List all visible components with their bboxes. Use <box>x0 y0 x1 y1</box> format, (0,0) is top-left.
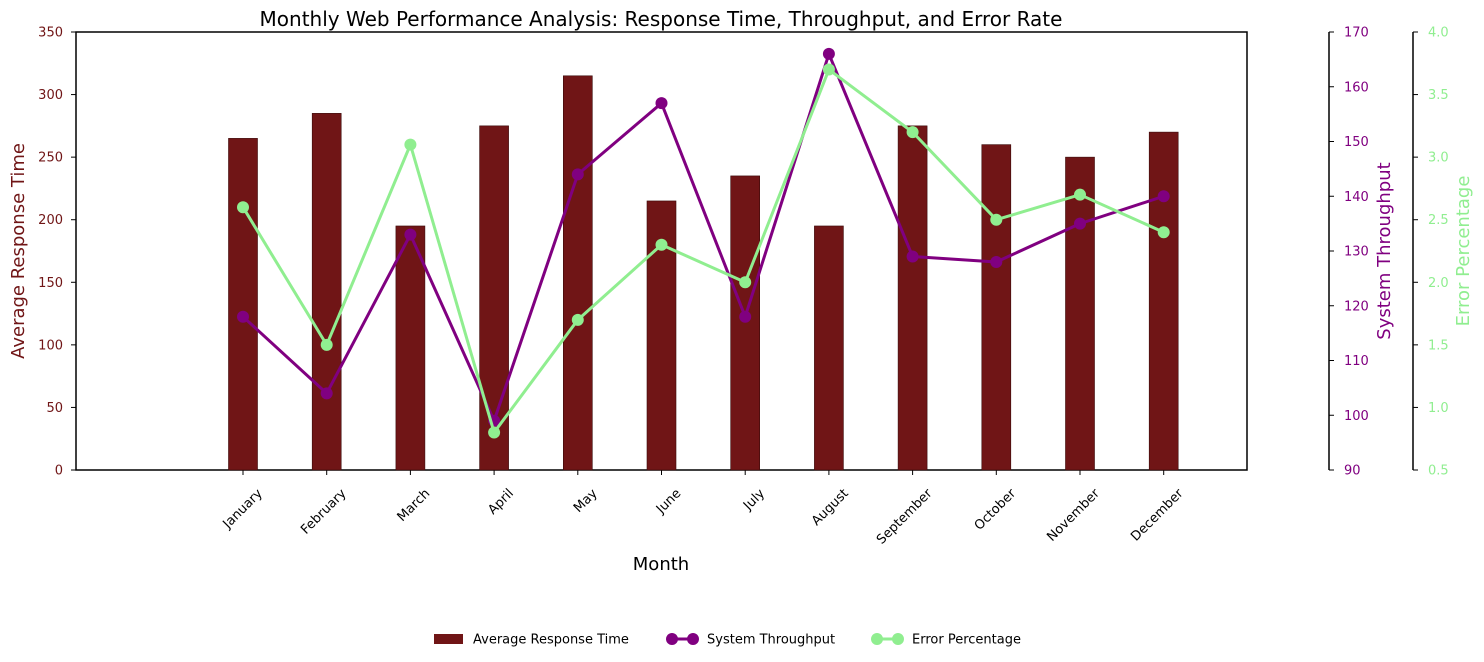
x-axis-tick-label: November <box>1044 486 1103 545</box>
system-throughput-point <box>739 310 752 323</box>
error-percentage-point <box>488 426 501 439</box>
error-percentage-point <box>822 63 835 76</box>
right2-axis-tick-label: 3.0 <box>1428 151 1449 166</box>
legend: Average Response Time System Throughput Er… <box>434 633 1021 648</box>
error-percentage-point <box>571 313 584 326</box>
legend-average-response-time: Average Response Time <box>434 633 629 648</box>
bar-average-response-time <box>562 75 593 471</box>
left-axis-tick-label: 250 <box>38 151 63 166</box>
legend-label: Error Percentage <box>912 633 1021 648</box>
error-percentage-point <box>1157 226 1170 239</box>
system-throughput-point <box>1074 217 1086 230</box>
x-axis-tick-label: March <box>395 486 434 525</box>
system-throughput-point <box>655 97 668 110</box>
left-axis-title: Average Response Time <box>8 143 29 359</box>
right2-axis-tick-label: 4.0 <box>1428 26 1449 41</box>
x-axis-tick-label: June <box>653 486 684 517</box>
right-axis-tick-label: 140 <box>1344 190 1369 205</box>
system-throughput-point <box>822 47 835 60</box>
left-axis-tick-label: 350 <box>38 26 63 41</box>
legend-system-throughput: System Throughput <box>666 633 835 648</box>
right2-axis-tick-label: 1.5 <box>1428 338 1449 353</box>
bar-average-response-time <box>395 225 426 471</box>
right-axis-tick-label: 150 <box>1344 135 1369 150</box>
system-throughput-point <box>320 387 333 400</box>
x-axis-tick-label: August <box>809 486 852 529</box>
right-axis-title: System Throughput <box>1374 162 1395 339</box>
left-axis-tick-label: 50 <box>46 401 63 416</box>
legend-marker <box>687 633 699 645</box>
legend-swatch <box>434 634 463 644</box>
right2-axis-tick-label: 2.0 <box>1428 276 1449 291</box>
legend-marker <box>666 633 678 645</box>
right2-axis-tick-label: 1.0 <box>1428 401 1449 416</box>
right-axis-tick-label: 170 <box>1344 26 1369 41</box>
bar-average-response-time <box>1148 131 1179 471</box>
left-axis-tick-label: 100 <box>38 338 63 353</box>
right2-axis-tick-label: 0.5 <box>1428 464 1449 479</box>
system-throughput-point <box>237 310 249 323</box>
bar-average-response-time <box>479 125 509 471</box>
error-percentage-point <box>655 238 668 251</box>
left-axis-tick-label: 300 <box>38 88 63 103</box>
right-axis-tick-label: 120 <box>1344 299 1369 314</box>
error-percentage-point <box>320 338 333 351</box>
right-axis-tick-label: 90 <box>1344 464 1361 479</box>
right2-axis-tick-label: 2.5 <box>1428 213 1449 228</box>
error-percentage-point <box>237 201 249 214</box>
x-axis-tick-label: February <box>298 486 350 538</box>
bar-average-response-time <box>730 175 761 471</box>
right-axis-tick-label: 100 <box>1344 409 1369 424</box>
plot-area: 0 50 100 150 200 250 300 350 90 100 110 120 130 140 15… <box>38 26 1449 548</box>
bar-average-response-time <box>311 113 342 471</box>
system-throughput-point <box>990 255 1003 268</box>
error-percentage-point <box>906 126 919 139</box>
right-axis-tick-label: 160 <box>1344 80 1369 95</box>
bar-average-response-time <box>1065 156 1095 471</box>
chart-title: Monthly Web Performance Analysis: Respon… <box>260 7 1063 31</box>
legend-marker <box>871 633 883 645</box>
right2-axis-tick-label: 3.5 <box>1428 88 1449 103</box>
system-throughput-point <box>1157 190 1170 203</box>
x-axis-tick-label: April <box>485 486 517 518</box>
right-axis-tick-label: 130 <box>1344 245 1369 260</box>
legend-marker <box>892 633 904 645</box>
bar-average-response-time <box>981 144 1012 471</box>
error-percentage-line <box>241 68 1165 434</box>
error-percentage-point <box>404 138 417 151</box>
x-axis-tick-label: July <box>740 486 768 514</box>
bar-average-response-time <box>897 125 928 471</box>
system-throughput-line <box>241 52 1165 423</box>
x-axis-tick-label: September <box>874 486 936 548</box>
x-axis-tick-label: October <box>972 486 1020 534</box>
left-axis-tick-label: 0 <box>55 464 63 479</box>
legend-label: Average Response Time <box>473 633 629 648</box>
right2-axis-title: Error Percentage <box>1453 176 1474 327</box>
left-axis-tick-label: 200 <box>38 213 63 228</box>
system-throughput-point <box>404 228 417 241</box>
bar-average-response-time <box>814 225 844 471</box>
legend-label: System Throughput <box>707 633 835 648</box>
error-percentage-point <box>1074 188 1086 201</box>
legend-error-percentage: Error Percentage <box>871 633 1021 648</box>
x-axis-tick-label: December <box>1128 486 1187 545</box>
system-throughput-point <box>571 168 584 181</box>
x-axis-title: Month <box>633 554 689 575</box>
x-axis-tick-label: January <box>220 486 266 532</box>
system-throughput-point <box>906 250 919 263</box>
left-axis-tick-label: 150 <box>38 276 63 291</box>
error-percentage-point <box>739 276 752 289</box>
x-axis-tick-label: May <box>571 486 601 516</box>
error-percentage-point <box>990 213 1003 226</box>
right-axis-tick-label: 110 <box>1344 354 1369 369</box>
bar-average-response-time <box>228 138 258 471</box>
